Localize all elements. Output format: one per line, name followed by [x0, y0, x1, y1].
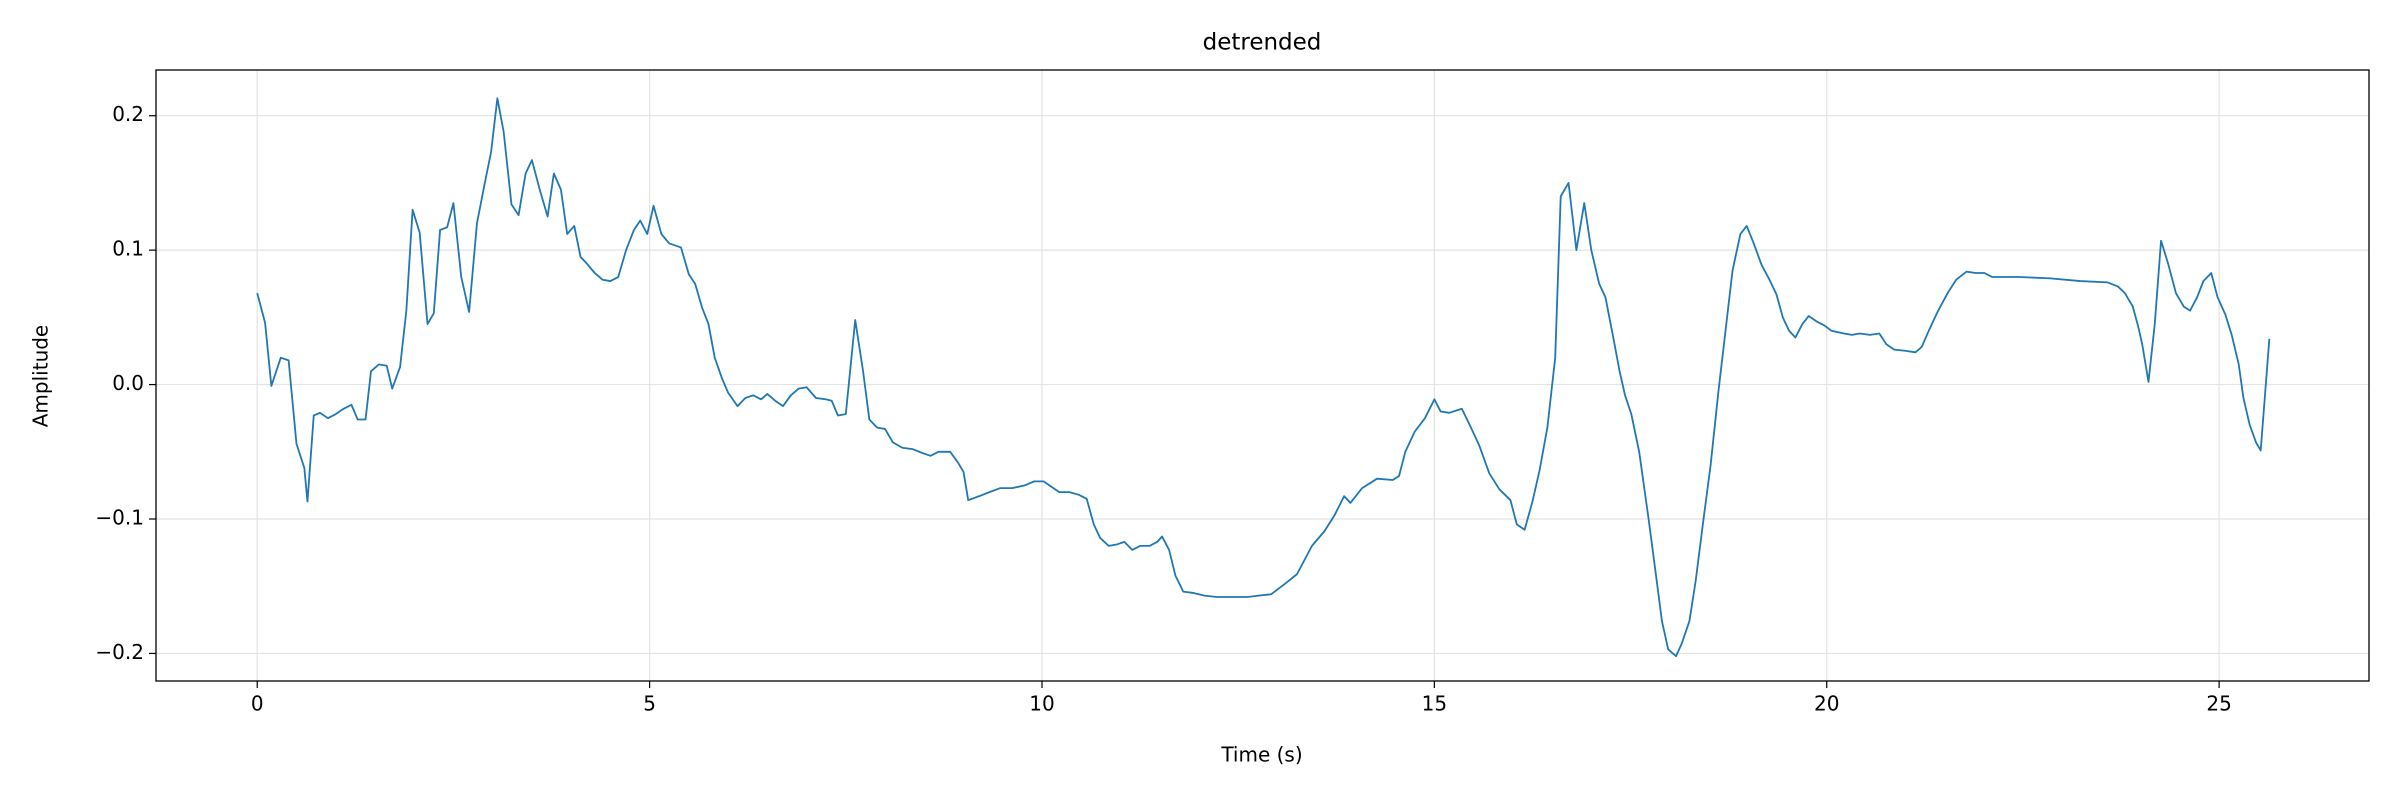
plot-frame	[155, 69, 2370, 682]
y-tick-label: 0.1	[112, 237, 144, 261]
x-tick-label: 5	[643, 692, 656, 716]
x-tick-label: 10	[1029, 692, 1054, 716]
y-axis-label: Amplitude	[29, 325, 53, 428]
x-tick-label: 15	[1422, 692, 1447, 716]
y-tick-label: −0.2	[95, 640, 144, 664]
y-tick-label: −0.1	[95, 506, 144, 530]
chart-title: detrended	[1203, 30, 1322, 56]
x-tick-label: 0	[251, 692, 264, 716]
data-line	[256, 97, 2271, 658]
x-tick-label: 20	[1814, 692, 1839, 716]
x-axis-label: Time (s)	[1220, 743, 1302, 767]
y-tick-label: 0.0	[112, 371, 144, 395]
x-tick-label: 25	[2206, 692, 2231, 716]
y-tick-label: 0.2	[112, 102, 144, 126]
